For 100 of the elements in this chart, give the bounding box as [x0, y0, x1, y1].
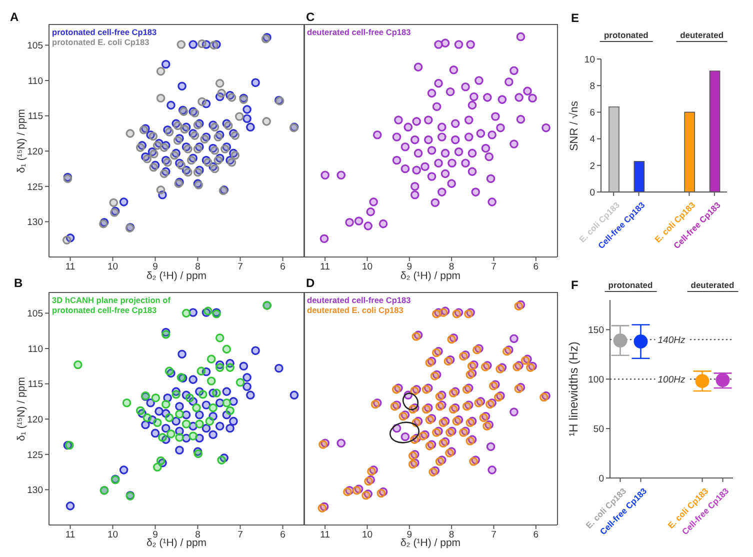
point — [196, 366, 206, 376]
x-tick-label: 11 — [320, 530, 330, 541]
y-tick-label: 120 — [27, 146, 43, 158]
x-tick-label: 7 — [491, 530, 496, 541]
point — [634, 334, 648, 349]
y-tick-label: 0 — [598, 473, 604, 484]
point — [695, 374, 710, 388]
y-tick-label: 105 — [27, 40, 43, 52]
point — [206, 354, 216, 364]
x-axis-title: δ₂ (¹H) / ppm — [146, 270, 207, 282]
y-tick-label: 150 — [588, 325, 604, 336]
x-tick-label: 7 — [491, 262, 496, 273]
x-tick-label: 8 — [195, 262, 200, 273]
text: protonated — [604, 280, 657, 292]
point — [175, 433, 184, 442]
text: deuterated — [686, 280, 738, 292]
y-axis-title: SNR / √ns — [568, 100, 582, 151]
point — [215, 363, 224, 372]
point — [206, 376, 216, 386]
x-tick-label: 11 — [320, 262, 330, 273]
text: deuterated E. coli Cp183 — [307, 305, 404, 315]
y-tick-label: 115 — [28, 111, 43, 122]
point — [136, 406, 145, 416]
ref-line-label: 100Hz — [658, 374, 686, 386]
text: deuterated cell-free Cp183 — [307, 27, 411, 37]
point — [161, 400, 170, 409]
chart-title: E — [571, 11, 580, 25]
y-tick-label: 10 — [584, 54, 595, 66]
point — [198, 390, 208, 399]
point — [215, 333, 224, 342]
point — [205, 416, 214, 426]
point — [208, 403, 218, 412]
point — [151, 394, 160, 402]
text: protonated — [600, 30, 652, 42]
x-tick-label: 8 — [448, 262, 454, 273]
x-tick-label: 6 — [533, 262, 539, 273]
point — [122, 398, 132, 408]
y-axis-title: δ₁ (¹⁵N) / ppm — [16, 108, 28, 172]
y-axis-title: ¹H linewidths (Hz) — [566, 342, 580, 436]
point — [164, 413, 174, 422]
x-tick-label: 10 — [107, 262, 118, 273]
point — [192, 403, 201, 412]
point — [236, 378, 245, 387]
point — [166, 430, 176, 438]
y-tick-label: 120 — [27, 414, 43, 426]
chart-title: D — [306, 276, 315, 290]
x-tick-label: 10 — [362, 530, 373, 541]
x-tick-label: 6 — [280, 530, 286, 541]
point — [188, 432, 198, 440]
point — [152, 418, 162, 428]
y-axis-title: δ₁ (¹⁵N) / ppm — [16, 376, 28, 440]
point — [175, 410, 184, 419]
text: deuterated cell-free Cp183 — [307, 295, 411, 305]
ref-line-label: 140Hz — [658, 335, 686, 346]
y-tick-label: 115 — [28, 379, 43, 390]
x-tick-label: 6 — [280, 262, 286, 273]
y-tick-label: 6 — [590, 108, 595, 119]
chart-title: B — [14, 276, 23, 290]
text: deuterated — [676, 30, 728, 42]
y-tick-label: 105 — [27, 308, 43, 320]
point — [152, 462, 162, 472]
point — [182, 420, 191, 428]
y-tick-label: 110 — [28, 76, 43, 87]
point — [613, 334, 628, 348]
point — [142, 413, 152, 422]
point — [194, 449, 203, 458]
y-tick-label: 130 — [27, 217, 43, 228]
x-tick-label: 7 — [238, 530, 243, 541]
y-tick-label: 4 — [590, 134, 595, 146]
y-tick-label: 8 — [590, 80, 595, 92]
x-tick-label: 10 — [107, 530, 118, 541]
chart-title: A — [10, 10, 19, 24]
point — [217, 456, 226, 464]
y-tick-label: 125 — [27, 450, 43, 461]
point — [222, 398, 232, 408]
point — [164, 366, 174, 376]
y-tick-label: 50 — [593, 424, 604, 435]
point — [182, 308, 191, 318]
point — [185, 394, 194, 402]
point — [222, 344, 232, 354]
x-tick-label: 6 — [533, 530, 539, 541]
x-tick-label: 9 — [152, 262, 158, 273]
point — [158, 433, 167, 442]
point — [74, 360, 82, 370]
point — [195, 420, 204, 428]
y-tick-label: 100 — [588, 374, 604, 386]
point — [226, 406, 234, 416]
point — [212, 388, 221, 398]
y-tick-label: 2 — [590, 160, 595, 172]
chart-title: C — [306, 10, 315, 24]
x-tick-label: 10 — [362, 262, 373, 273]
x-axis-title: δ₂ (¹H) / ppm — [400, 270, 461, 282]
x-tick-label: 9 — [406, 262, 412, 273]
text: protonated cell-free Cp183 — [52, 27, 157, 37]
point — [172, 390, 180, 399]
text: protonated E. coli Cp183 — [52, 37, 150, 47]
x-tick-label: 11 — [65, 262, 76, 273]
x-tick-label: 7 — [238, 262, 243, 273]
y-tick-label: 110 — [28, 344, 43, 355]
y-tick-label: 125 — [27, 182, 43, 193]
